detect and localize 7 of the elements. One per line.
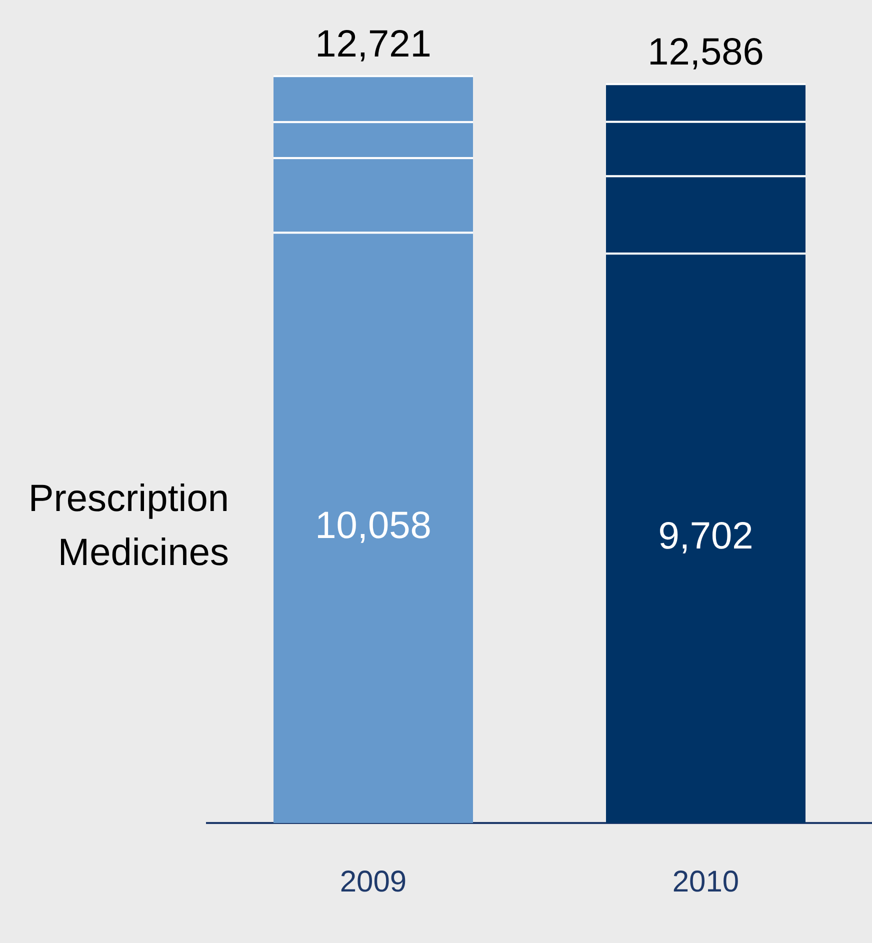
data-label: 10,058	[315, 504, 432, 547]
series-label: Prescription Medicines	[28, 478, 229, 574]
x-tick-label: 2010	[672, 865, 740, 898]
x-tick-label: 2009	[340, 865, 407, 898]
total-label: 12,586	[648, 32, 764, 74]
total-label: 12,721	[315, 24, 432, 66]
data-label: 9,702	[658, 515, 754, 558]
